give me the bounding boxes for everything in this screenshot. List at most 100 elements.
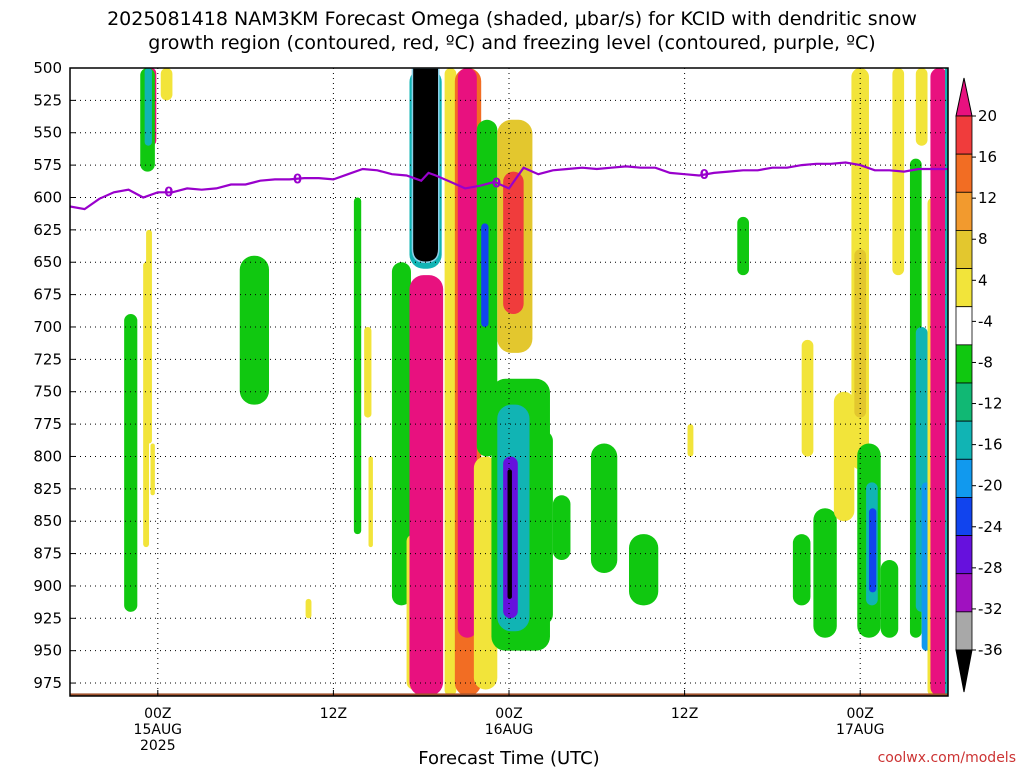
y-tick-label-500: 500 [33,59,62,77]
omega-region-39 [801,339,814,457]
y-tick-label-900: 900 [33,577,62,595]
credit-label: coolwx.com/models [878,750,1016,766]
y-tick-label-950: 950 [33,642,62,660]
omega-region-10 [364,326,372,418]
omega-region-3 [160,68,173,101]
colorbar-bin-5 [955,268,973,308]
colorbar-bin-9 [955,420,973,460]
colorbar-label-0: 20 [978,107,997,125]
colorbar-label-9: -20 [978,477,1003,495]
omega-region-33 [628,534,659,606]
colorbar-bottom-arrow [955,649,973,693]
chart-title-line1: 2025081418 NAM3KM Forecast Omega (shaded… [107,8,917,30]
colorbar-label-4: 4 [978,271,988,289]
x-tick-label-0-2: 15AUG [134,722,183,738]
freezing-level-line [70,161,948,211]
omega-region-34 [687,424,694,457]
omega-region-36 [792,534,811,606]
x-tick-label-24-1: 00Z [495,706,522,722]
y-tick-label-600: 600 [33,188,62,206]
colorbar-bin-7 [955,344,973,384]
x-tick-label-36-1: 12Z [671,706,698,722]
colorbar-bin-3 [955,191,973,231]
freezing-level-label-1: 0 [293,172,302,187]
omega-region-18 [444,68,457,696]
x-tick-label-0-3: 2025 [140,738,176,754]
colorbar-bin-8 [955,382,973,422]
y-tick-label-550: 550 [33,124,62,142]
colorbar-label-1: 16 [978,148,997,166]
omega-region-8 [239,255,270,405]
omega-region-20 [457,68,477,638]
omega-region-38 [833,391,855,522]
colorbar-bin-6 [955,306,973,346]
colorbar-label-12: -32 [978,600,1003,618]
omega-region-5 [124,314,138,612]
omega-region-22 [481,223,489,327]
freezing-level-label-2: 0 [492,177,501,192]
omega-region-52 [930,68,948,696]
x-tick-label-0-1: 00Z [144,706,171,722]
colorbar-label-3: 8 [978,230,988,248]
omega-region-9 [353,197,362,535]
colorbar-bin-1 [955,115,973,155]
y-tick-label-750: 750 [33,383,62,401]
colorbar-label-6: -8 [978,353,993,371]
omega-region-11 [368,456,373,548]
omega-region-35 [737,216,749,276]
y-tick-label-525: 525 [33,91,62,109]
y-tick-label-650: 650 [33,253,62,271]
colorbar-top-arrow [955,77,973,117]
omega-region-6 [146,229,152,444]
colorbar-bin-13 [955,573,973,613]
colorbar-label-11: -28 [978,559,1003,577]
omega-region-30 [532,430,553,625]
x-tick-label-48-2: 17AUG [836,722,885,738]
colorbar-label-10: -24 [978,518,1003,536]
freezing-level-label-3: 0 [700,168,709,183]
omega-region-32 [590,443,618,573]
colorbar-bin-10 [955,458,973,498]
y-tick-label-825: 825 [33,480,62,498]
colorbar-label-8: -16 [978,436,1003,454]
omega-region-7 [150,443,155,496]
shaded-regions [124,68,948,696]
y-tick-label-675: 675 [33,286,62,304]
omega-region-29 [507,469,512,599]
colorbar-bin-14 [955,611,973,651]
y-tick-label-725: 725 [33,350,62,368]
y-tick-label-625: 625 [33,221,62,239]
colorbar-label-13: -36 [978,641,1003,659]
omega-region-31 [552,495,571,561]
chart-title-line2: growth region (contoured, red, ºC) and f… [148,32,876,54]
y-tick-label-575: 575 [33,156,62,174]
colorbar-bin-12 [955,535,973,575]
x-axis-title: Forecast Time (UTC) [418,748,599,768]
omega-region-12 [305,598,312,619]
omega-region-37 [813,508,837,638]
x-tick-label-48-1: 00Z [846,706,873,722]
y-tick-label-700: 700 [33,318,62,336]
colorbar: 20 16 12 8 4 -4 -8 -12 -16 -20 -24 -28 -32 -36 [955,77,1003,693]
x-tick-label-24-2: 16AUG [485,722,534,738]
y-tick-label-875: 875 [33,545,62,563]
colorbar-label-2: 12 [978,189,997,207]
y-tick-label-850: 850 [33,512,62,530]
omega-region-25 [503,171,524,315]
omega-region-44 [868,508,877,593]
omega-region-45 [880,560,899,638]
y-tick-label-975: 975 [33,674,62,692]
colorbar-label-7: -12 [978,395,1003,413]
colorbar-label-5: -4 [978,312,993,330]
x-tick-label-12-1: 12Z [320,706,347,722]
colorbar-bin-2 [955,153,973,193]
omega-region-2 [144,68,152,146]
y-tick-label-775: 775 [33,415,62,433]
y-tick-label-800: 800 [33,447,62,465]
omega-region-13 [391,262,411,606]
colorbar-bin-11 [955,497,973,536]
y-tick-label-925: 925 [33,609,62,627]
omega-region-17 [409,275,444,696]
omega-region-48 [915,68,928,146]
